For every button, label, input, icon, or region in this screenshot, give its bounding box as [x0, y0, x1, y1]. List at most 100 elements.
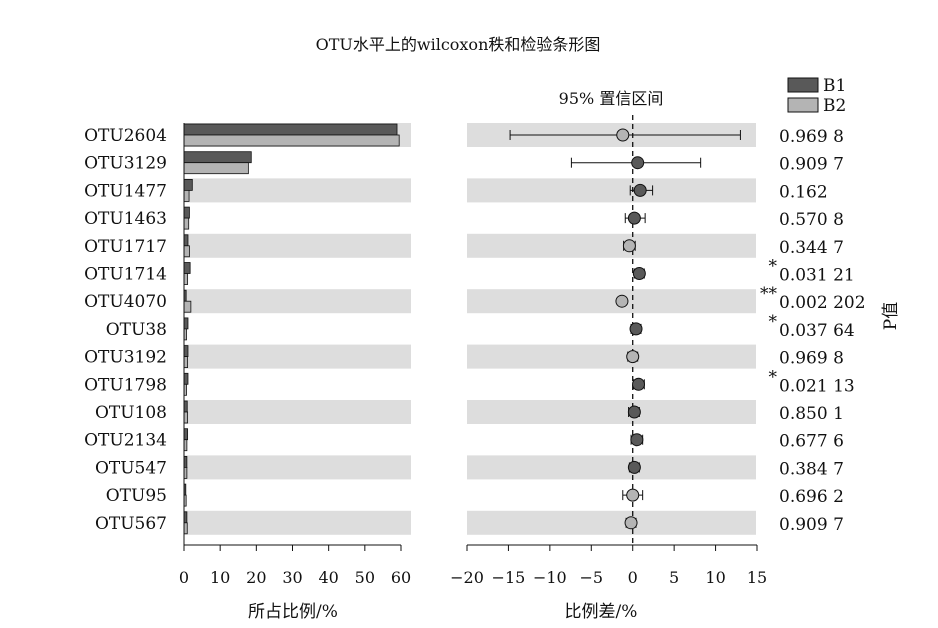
- right-x-tick-label: 5: [669, 568, 679, 587]
- category-label: OTU1463: [84, 209, 167, 229]
- right-x-axis-label: 比例差/%: [565, 602, 638, 622]
- category-label: OTU4070: [84, 292, 167, 312]
- bar-b1: [183, 428, 189, 441]
- category-label: OTU2604: [84, 126, 167, 146]
- p-value: 0.696 2: [779, 487, 844, 507]
- ci-panel: −20 −15 −10 −5 0 5 10 15: [450, 115, 767, 587]
- row-stripe: [467, 233, 756, 258]
- bar-b1: [183, 345, 189, 358]
- p-value: 0.002 202: [779, 293, 866, 313]
- category-label: OTU3129: [84, 154, 167, 174]
- ci-title: 95% 置信区间: [559, 89, 664, 108]
- category-label: OTU1717: [84, 237, 167, 257]
- bar-b1: [183, 178, 193, 191]
- ci-point: [633, 183, 647, 197]
- row-stripe: [184, 455, 411, 480]
- p-value: 0.570 8: [779, 210, 844, 230]
- row-stripe: [467, 400, 756, 424]
- row-stripe: [467, 510, 756, 535]
- p-value: 0.037 64: [779, 321, 855, 341]
- right-x-tick-label: −20: [450, 568, 484, 587]
- bar-b2: [183, 245, 190, 258]
- right-x-tick-label: −10: [533, 568, 567, 587]
- left-x-tick-label: 40: [318, 568, 338, 587]
- row-stripe: [184, 344, 411, 369]
- p-value: 0.031 21: [779, 266, 855, 286]
- bar-b2: [183, 411, 189, 424]
- bar-b2: [183, 189, 190, 202]
- ci-point: [631, 156, 645, 170]
- category-label: OTU2134: [84, 431, 167, 451]
- p-value: 0.909 7: [779, 515, 844, 535]
- row-stripe: [467, 344, 756, 369]
- bar-b1: [183, 206, 190, 219]
- right-x-tick-label: 0: [628, 568, 638, 587]
- bar-b1: [183, 234, 189, 247]
- row-stripe: [184, 289, 411, 314]
- significance-marker: *: [769, 367, 778, 387]
- bar-b2: [183, 300, 192, 313]
- left-x-tick-label: 30: [282, 568, 302, 587]
- ci-point: [615, 294, 629, 308]
- p-value: 0.850 1: [779, 404, 844, 424]
- ci-point: [632, 377, 646, 391]
- proportion-bar-panel: OTU2604 OTU3129 OTU1477 OTU1463 OTU1717 OTU17…: [84, 123, 411, 587]
- category-label: OTU547: [95, 458, 167, 478]
- category-label: OTU1798: [84, 375, 167, 395]
- ci-point: [627, 460, 641, 474]
- p-value: 0.909 7: [779, 155, 844, 175]
- left-x-tick-label: 60: [391, 568, 411, 587]
- bar-b1: [183, 151, 252, 164]
- p-value: 0.344 7: [779, 238, 844, 258]
- p-value: 0.969 8: [779, 349, 844, 369]
- significance-marker: *: [769, 257, 778, 277]
- bar-b2: [183, 356, 189, 369]
- left-x-tick-label: 20: [246, 568, 266, 587]
- category-label: OTU38: [106, 320, 167, 340]
- category-label: OTU3192: [84, 348, 167, 368]
- ci-point: [624, 516, 638, 530]
- ci-point: [626, 488, 640, 502]
- right-x-tick-label: −15: [492, 568, 526, 587]
- ci-point: [629, 322, 643, 336]
- bar-b1: [183, 262, 191, 274]
- p-value-column: 0.969 8 0.909 7 0.162 0.570 8 0.344 7 0.031 2…: [760, 127, 866, 535]
- ci-point: [632, 267, 646, 280]
- bar-b2: [183, 273, 189, 285]
- row-stripe: [184, 510, 411, 535]
- ci-point: [627, 211, 641, 225]
- bar-b2: [183, 134, 400, 147]
- left-x-tick-label: 50: [355, 568, 375, 587]
- row-stripe: [184, 178, 411, 203]
- legend-swatch-b1: [787, 77, 819, 93]
- ci-point: [626, 350, 640, 364]
- p-value: 0.021 13: [779, 376, 855, 396]
- p-value: 0.384 7: [779, 459, 844, 479]
- row-stripe: [467, 455, 756, 480]
- chart-title: OTU水平上的wilcoxon秩和检验条形图: [316, 35, 601, 54]
- bar-b1: [183, 372, 189, 385]
- legend-swatch-b2: [787, 97, 819, 113]
- category-label: OTU108: [95, 403, 167, 423]
- right-x-tick-label: −5: [579, 568, 603, 587]
- right-x-tick-label: 15: [747, 568, 767, 587]
- ci-point: [622, 239, 636, 253]
- row-stripe: [184, 233, 411, 258]
- ci-point: [627, 405, 641, 419]
- legend-label-b1: B1: [823, 76, 846, 96]
- category-label: OTU1477: [84, 181, 167, 201]
- left-x-axis-label: 所占比例/%: [248, 602, 338, 622]
- category-label: OTU95: [106, 486, 167, 506]
- right-x-tick-label: 10: [705, 568, 725, 587]
- bar-b2: [183, 162, 249, 175]
- row-stripe: [184, 400, 411, 424]
- bar-b2: [183, 217, 190, 230]
- left-x-tick-label: 10: [210, 568, 230, 587]
- ci-point: [616, 128, 630, 142]
- ci-point: [630, 433, 644, 447]
- p-value: 0.969 8: [779, 127, 844, 147]
- p-value: 0.677 6: [779, 432, 844, 452]
- p-value-axis-label: P值: [881, 302, 901, 330]
- left-x-tick-label: 0: [179, 568, 189, 587]
